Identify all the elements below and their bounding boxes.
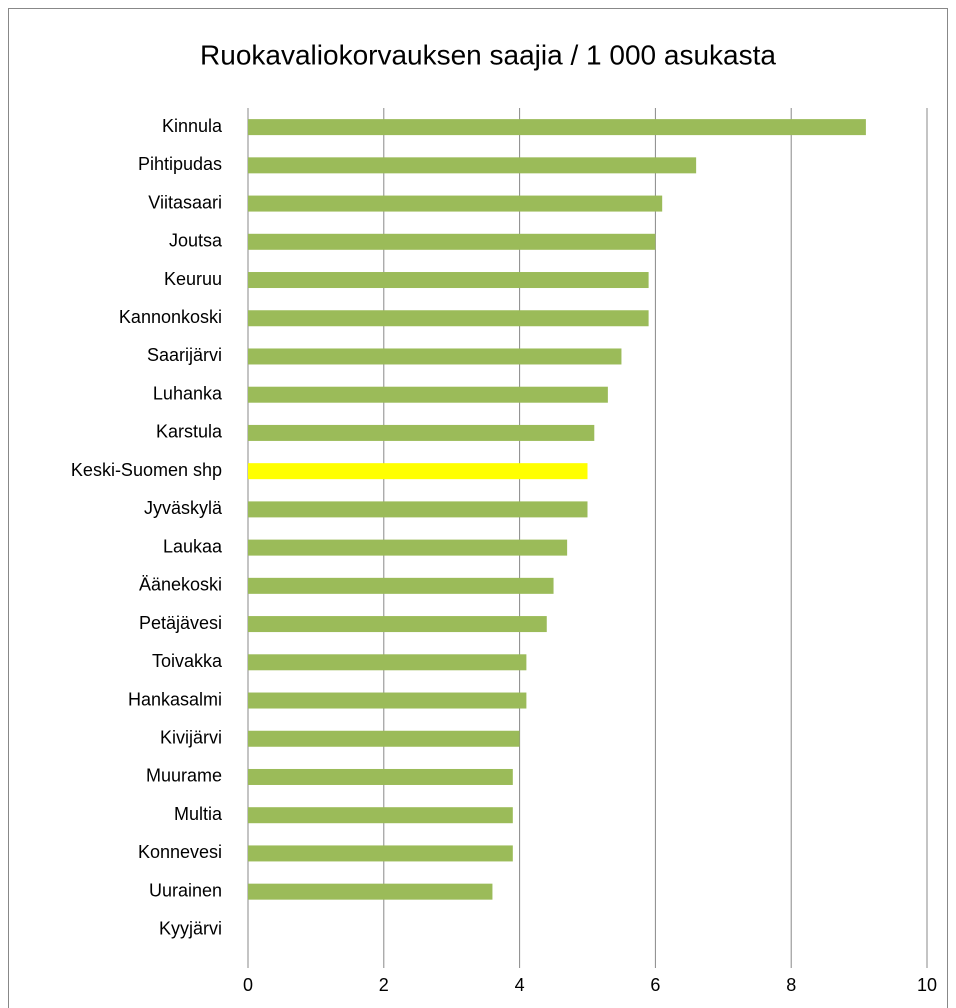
x-tick-label: 0 — [243, 975, 253, 995]
y-tick-label: Multia — [174, 804, 223, 824]
bar — [248, 463, 588, 480]
y-tick-label: Hankasalmi — [128, 689, 222, 709]
bar — [248, 692, 527, 709]
x-tick-label: 8 — [786, 975, 796, 995]
bar — [248, 272, 649, 289]
y-tick-label: Karstula — [156, 422, 223, 442]
y-tick-label: Kyyjärvi — [159, 919, 222, 939]
y-tick-label: Jyväskylä — [144, 498, 223, 518]
bar — [248, 348, 622, 365]
bar — [248, 310, 649, 327]
y-tick-label: Keuruu — [164, 269, 222, 289]
bar — [248, 845, 513, 862]
y-tick-label: Saarijärvi — [147, 345, 222, 365]
bar — [248, 654, 527, 671]
bar — [248, 577, 554, 594]
bar — [248, 233, 656, 250]
y-tick-label: Toivakka — [152, 651, 223, 671]
y-tick-label: Kivijärvi — [160, 728, 222, 748]
bar — [248, 157, 697, 174]
bar — [248, 539, 568, 556]
bar — [248, 119, 866, 136]
y-tick-label: Petäjävesi — [139, 613, 222, 633]
y-tick-label: Äänekoski — [139, 575, 222, 595]
y-tick-label: Keski-Suomen shp — [71, 460, 222, 480]
y-tick-label: Joutsa — [169, 231, 223, 251]
bar — [248, 386, 608, 403]
x-tick-label: 2 — [379, 975, 389, 995]
y-tick-label: Konnevesi — [138, 842, 222, 862]
chart-title: Ruokavaliokorvauksen saajia / 1 000 asuk… — [200, 39, 776, 70]
x-tick-label: 6 — [650, 975, 660, 995]
y-tick-label: Viitasaari — [148, 192, 222, 212]
x-tick-label: 10 — [917, 975, 937, 995]
x-tick-label: 4 — [515, 975, 525, 995]
bar — [248, 768, 513, 785]
y-tick-label: Pihtipudas — [138, 154, 222, 174]
y-tick-label: Laukaa — [163, 536, 223, 556]
y-tick-label: Muurame — [146, 766, 222, 786]
y-tick-label: Luhanka — [153, 383, 223, 403]
bar — [248, 195, 663, 212]
y-tick-label: Kannonkoski — [119, 307, 222, 327]
bar — [248, 807, 513, 824]
bar — [248, 501, 588, 518]
bar — [248, 424, 595, 441]
y-tick-label: Uurainen — [149, 880, 222, 900]
bar — [248, 616, 547, 633]
bar — [248, 883, 493, 900]
bar — [248, 730, 520, 747]
y-tick-label: Kinnula — [162, 116, 223, 136]
